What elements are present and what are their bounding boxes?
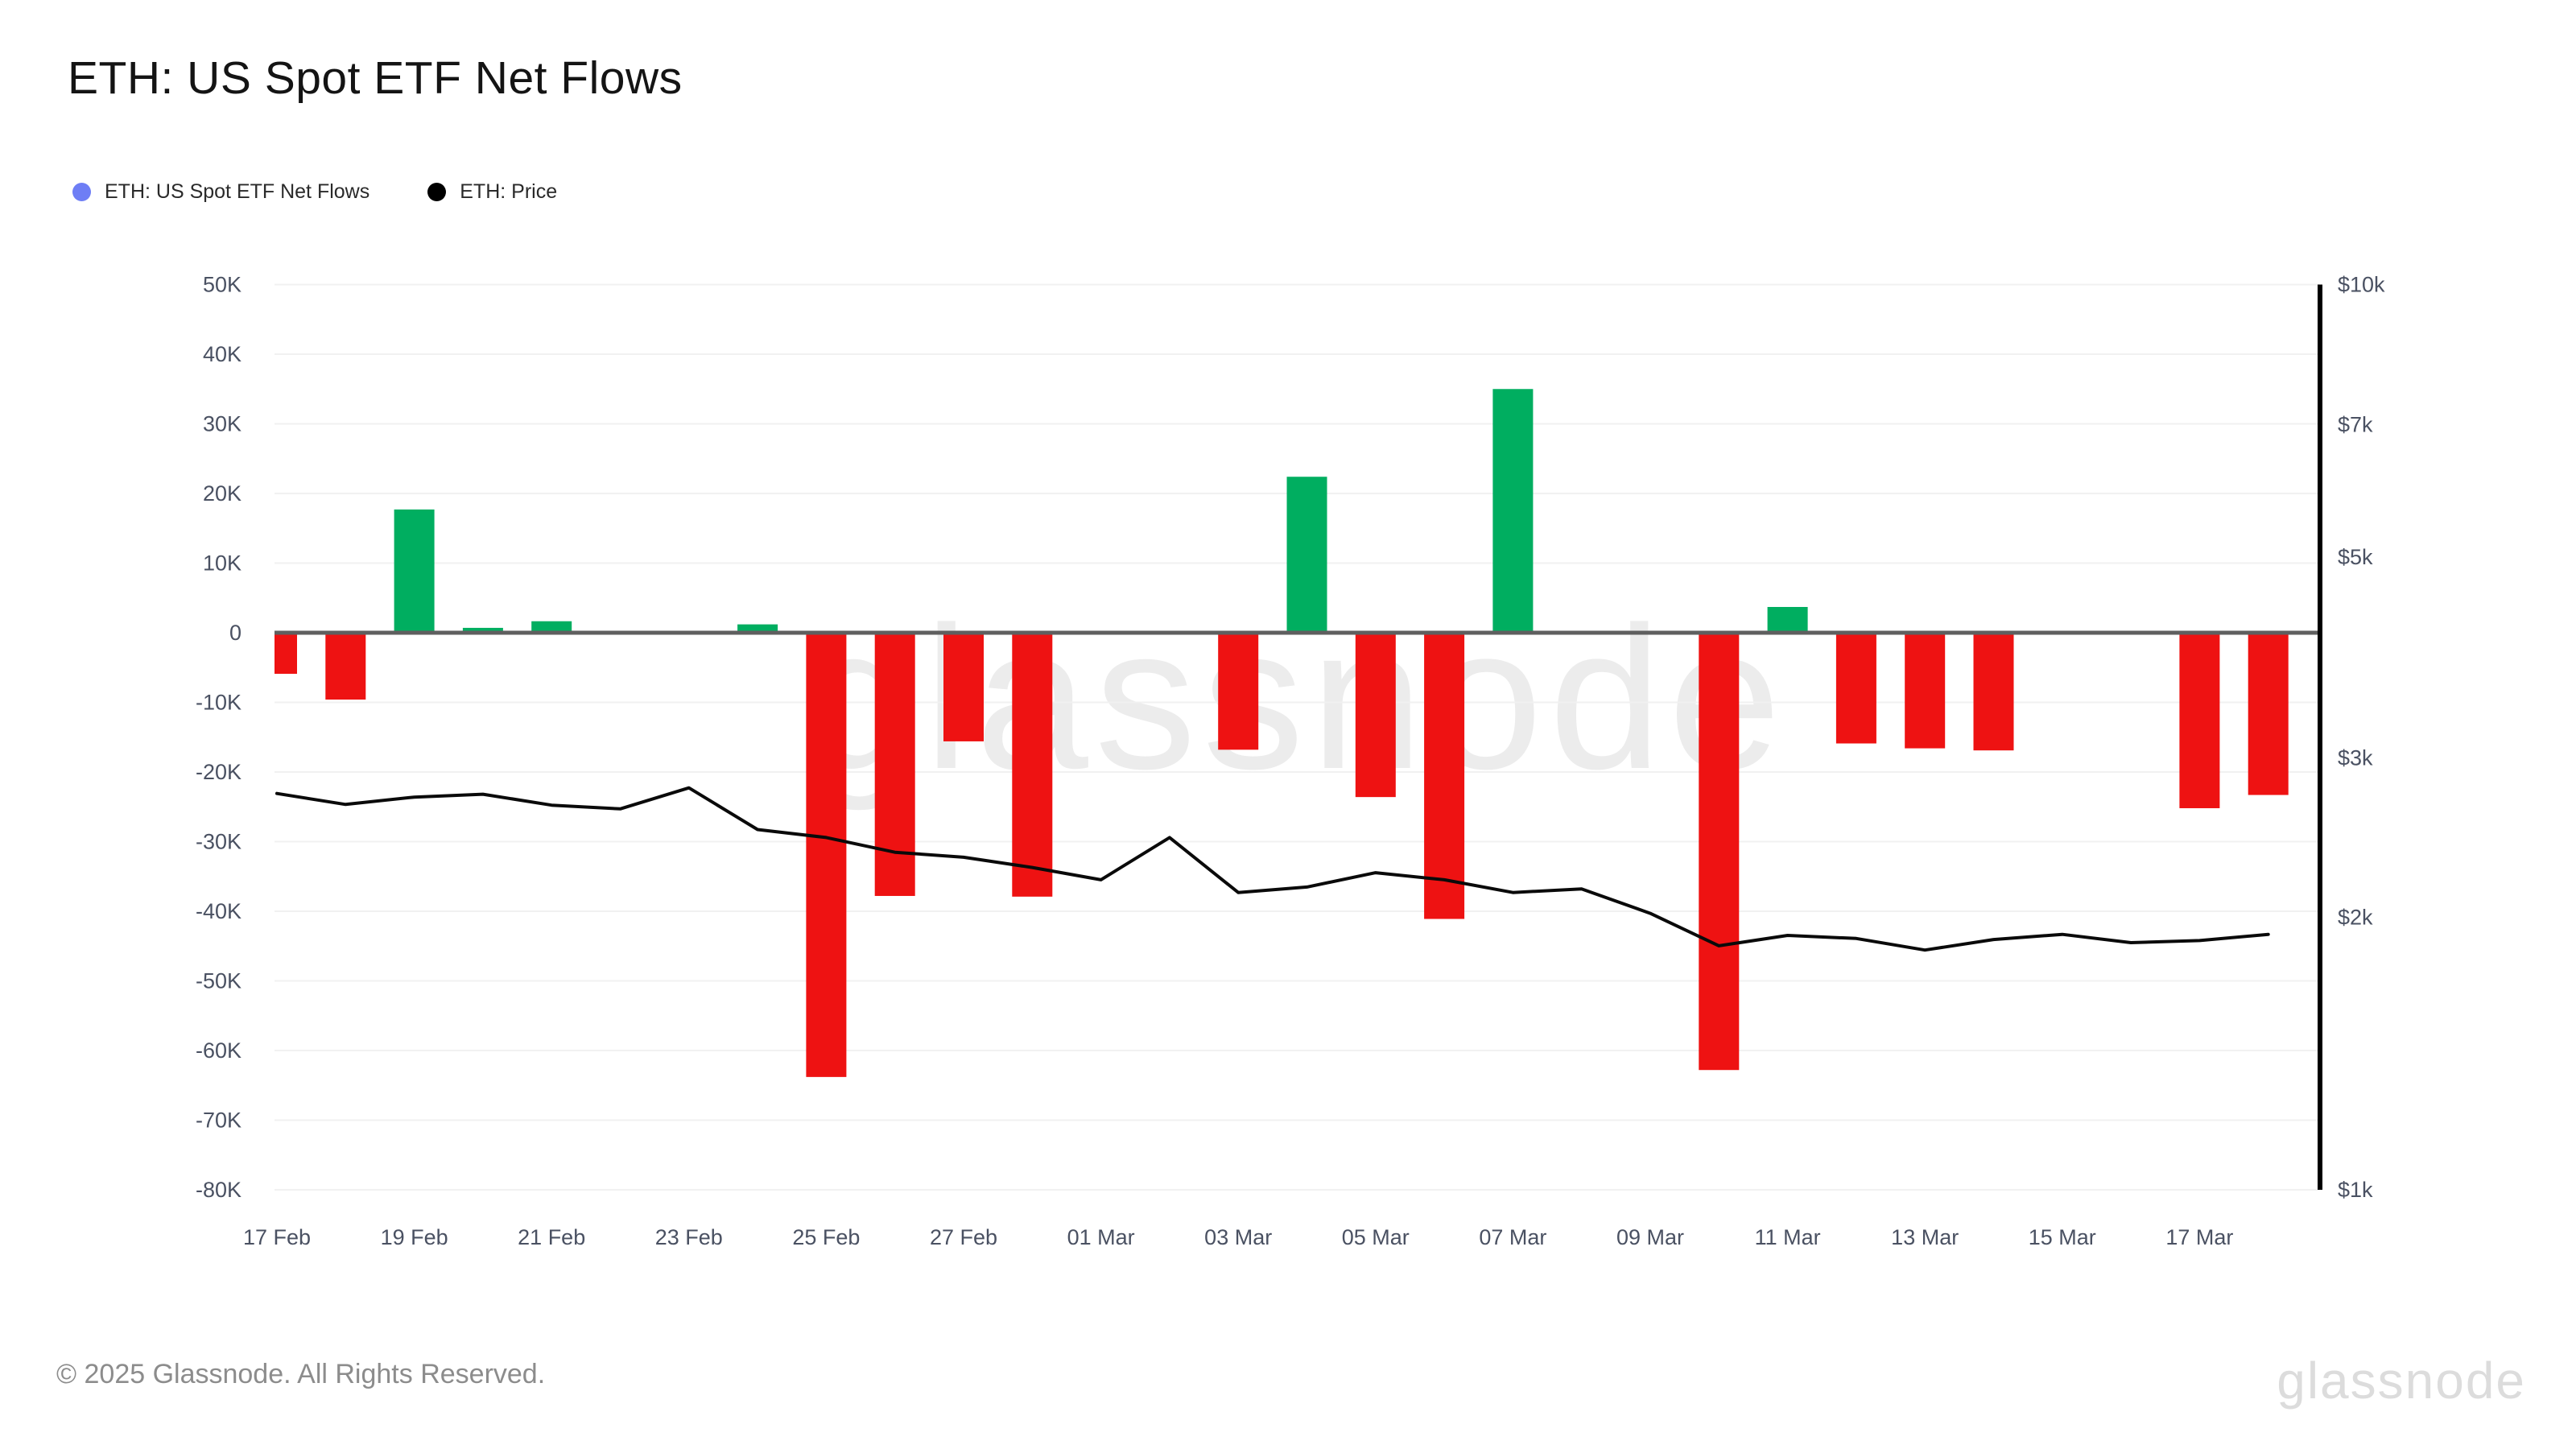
outflow-bar bbox=[1973, 633, 2014, 751]
inflow-bar bbox=[1767, 606, 1808, 633]
legend: ETH: US Spot ETF Net Flows ETH: Price bbox=[72, 180, 557, 204]
outflow-bar bbox=[874, 633, 915, 896]
outflow-bar bbox=[325, 633, 366, 700]
price-legend-label: ETH: Price bbox=[460, 180, 558, 203]
price-line bbox=[275, 786, 2270, 952]
copyright-text: © 2025 Glassnode. All Rights Reserved. bbox=[56, 1359, 546, 1389]
x-axis-tick-label: 17 Mar bbox=[2165, 1225, 2233, 1249]
right-axis-tick-label: $5k bbox=[2338, 545, 2373, 569]
x-axis-tick-label: 13 Mar bbox=[1891, 1225, 1959, 1249]
page-title: ETH: US Spot ETF Net Flows bbox=[68, 52, 683, 104]
left-axis-tick-label: -40K bbox=[196, 899, 242, 923]
x-axis-tick-label: 03 Mar bbox=[1204, 1225, 1272, 1249]
left-axis-tick-label: -70K bbox=[196, 1108, 242, 1133]
outflow-bar bbox=[1905, 633, 1946, 749]
outflow-bar bbox=[2179, 633, 2220, 808]
right-axis-labels: $10k $7k $5k $3k $2k $1k bbox=[2338, 273, 2385, 1203]
left-axis-tick-label: 20K bbox=[203, 481, 242, 506]
right-axis-tick-label: $2k bbox=[2338, 905, 2373, 929]
right-axis-tick-label: $10k bbox=[2338, 273, 2385, 297]
outflow-bar bbox=[943, 633, 984, 741]
x-axis-tick-label: 19 Feb bbox=[381, 1225, 448, 1249]
x-axis-tick-label: 25 Feb bbox=[792, 1225, 860, 1249]
left-axis-tick-label: -60K bbox=[196, 1038, 242, 1063]
inflow-bar bbox=[462, 627, 503, 633]
inflow-bar bbox=[531, 621, 572, 633]
inflow-bar bbox=[1492, 389, 1534, 633]
left-axis-tick-label: 40K bbox=[203, 342, 242, 366]
outflow-bar bbox=[2248, 633, 2289, 795]
left-axis-tick-label: 30K bbox=[203, 412, 242, 436]
legend-item-price[interactable]: ETH: Price bbox=[427, 180, 557, 204]
right-axis-tick-label: $7k bbox=[2338, 413, 2373, 437]
x-axis-tick-label: 21 Feb bbox=[518, 1225, 585, 1249]
inflow-bar bbox=[1286, 477, 1327, 633]
outflow-bar bbox=[806, 633, 847, 1077]
x-axis-tick-label: 11 Mar bbox=[1755, 1225, 1821, 1249]
left-axis-tick-label: -10K bbox=[196, 691, 242, 715]
netflows-legend-label: ETH: US Spot ETF Net Flows bbox=[105, 180, 370, 203]
right-axis-tick-label: $1k bbox=[2338, 1178, 2373, 1202]
left-axis-tick-label: -20K bbox=[196, 760, 242, 784]
x-axis-tick-label: 27 Feb bbox=[930, 1225, 997, 1249]
x-axis-tick-label: 05 Mar bbox=[1342, 1225, 1410, 1249]
brand-wordmark: glassnode bbox=[2277, 1352, 2526, 1410]
outflow-bar bbox=[1355, 633, 1396, 798]
inflow-bar bbox=[737, 624, 778, 633]
left-axis-tick-label: 0 bbox=[229, 621, 242, 645]
inflow-bar bbox=[394, 509, 435, 633]
right-axis-tick-label: $3k bbox=[2338, 745, 2373, 770]
outflow-bar bbox=[275, 633, 297, 675]
legend-item-netflows[interactable]: ETH: US Spot ETF Net Flows bbox=[72, 180, 369, 204]
left-axis-tick-label: 10K bbox=[203, 551, 242, 576]
left-axis-tick-label: -30K bbox=[196, 830, 242, 854]
x-axis-labels: 17 Feb 19 Feb 21 Feb 23 Feb 25 Feb 27 Feb 01 M… bbox=[243, 1225, 2233, 1249]
gridlines bbox=[275, 283, 2320, 1191]
outflow-bar bbox=[1424, 633, 1465, 919]
x-axis-tick-label: 23 Feb bbox=[655, 1225, 723, 1249]
outflow-bar bbox=[1012, 633, 1053, 897]
x-axis-tick-label: 07 Mar bbox=[1479, 1225, 1546, 1249]
netflow-bars bbox=[275, 389, 2289, 1077]
x-axis-tick-label: 09 Mar bbox=[1616, 1225, 1684, 1249]
netflows-legend-dot-icon bbox=[72, 183, 91, 201]
outflow-bar bbox=[1835, 633, 1876, 744]
left-axis-tick-label: -50K bbox=[196, 969, 242, 993]
x-axis-tick-label: 15 Mar bbox=[2029, 1225, 2096, 1249]
x-axis-tick-label: 17 Feb bbox=[243, 1225, 311, 1249]
outflow-bar bbox=[1699, 633, 1740, 1071]
left-axis-tick-label: 50K bbox=[203, 273, 242, 297]
price-legend-dot-icon bbox=[427, 183, 447, 201]
outflow-bar bbox=[1218, 633, 1259, 750]
x-axis-tick-label: 01 Mar bbox=[1067, 1225, 1135, 1249]
left-axis-labels: 50K 40K 30K 20K 10K 0 -10K -20K -30K -40K -50K -60K… bbox=[196, 273, 242, 1203]
left-axis-tick-label: -80K bbox=[196, 1178, 242, 1202]
